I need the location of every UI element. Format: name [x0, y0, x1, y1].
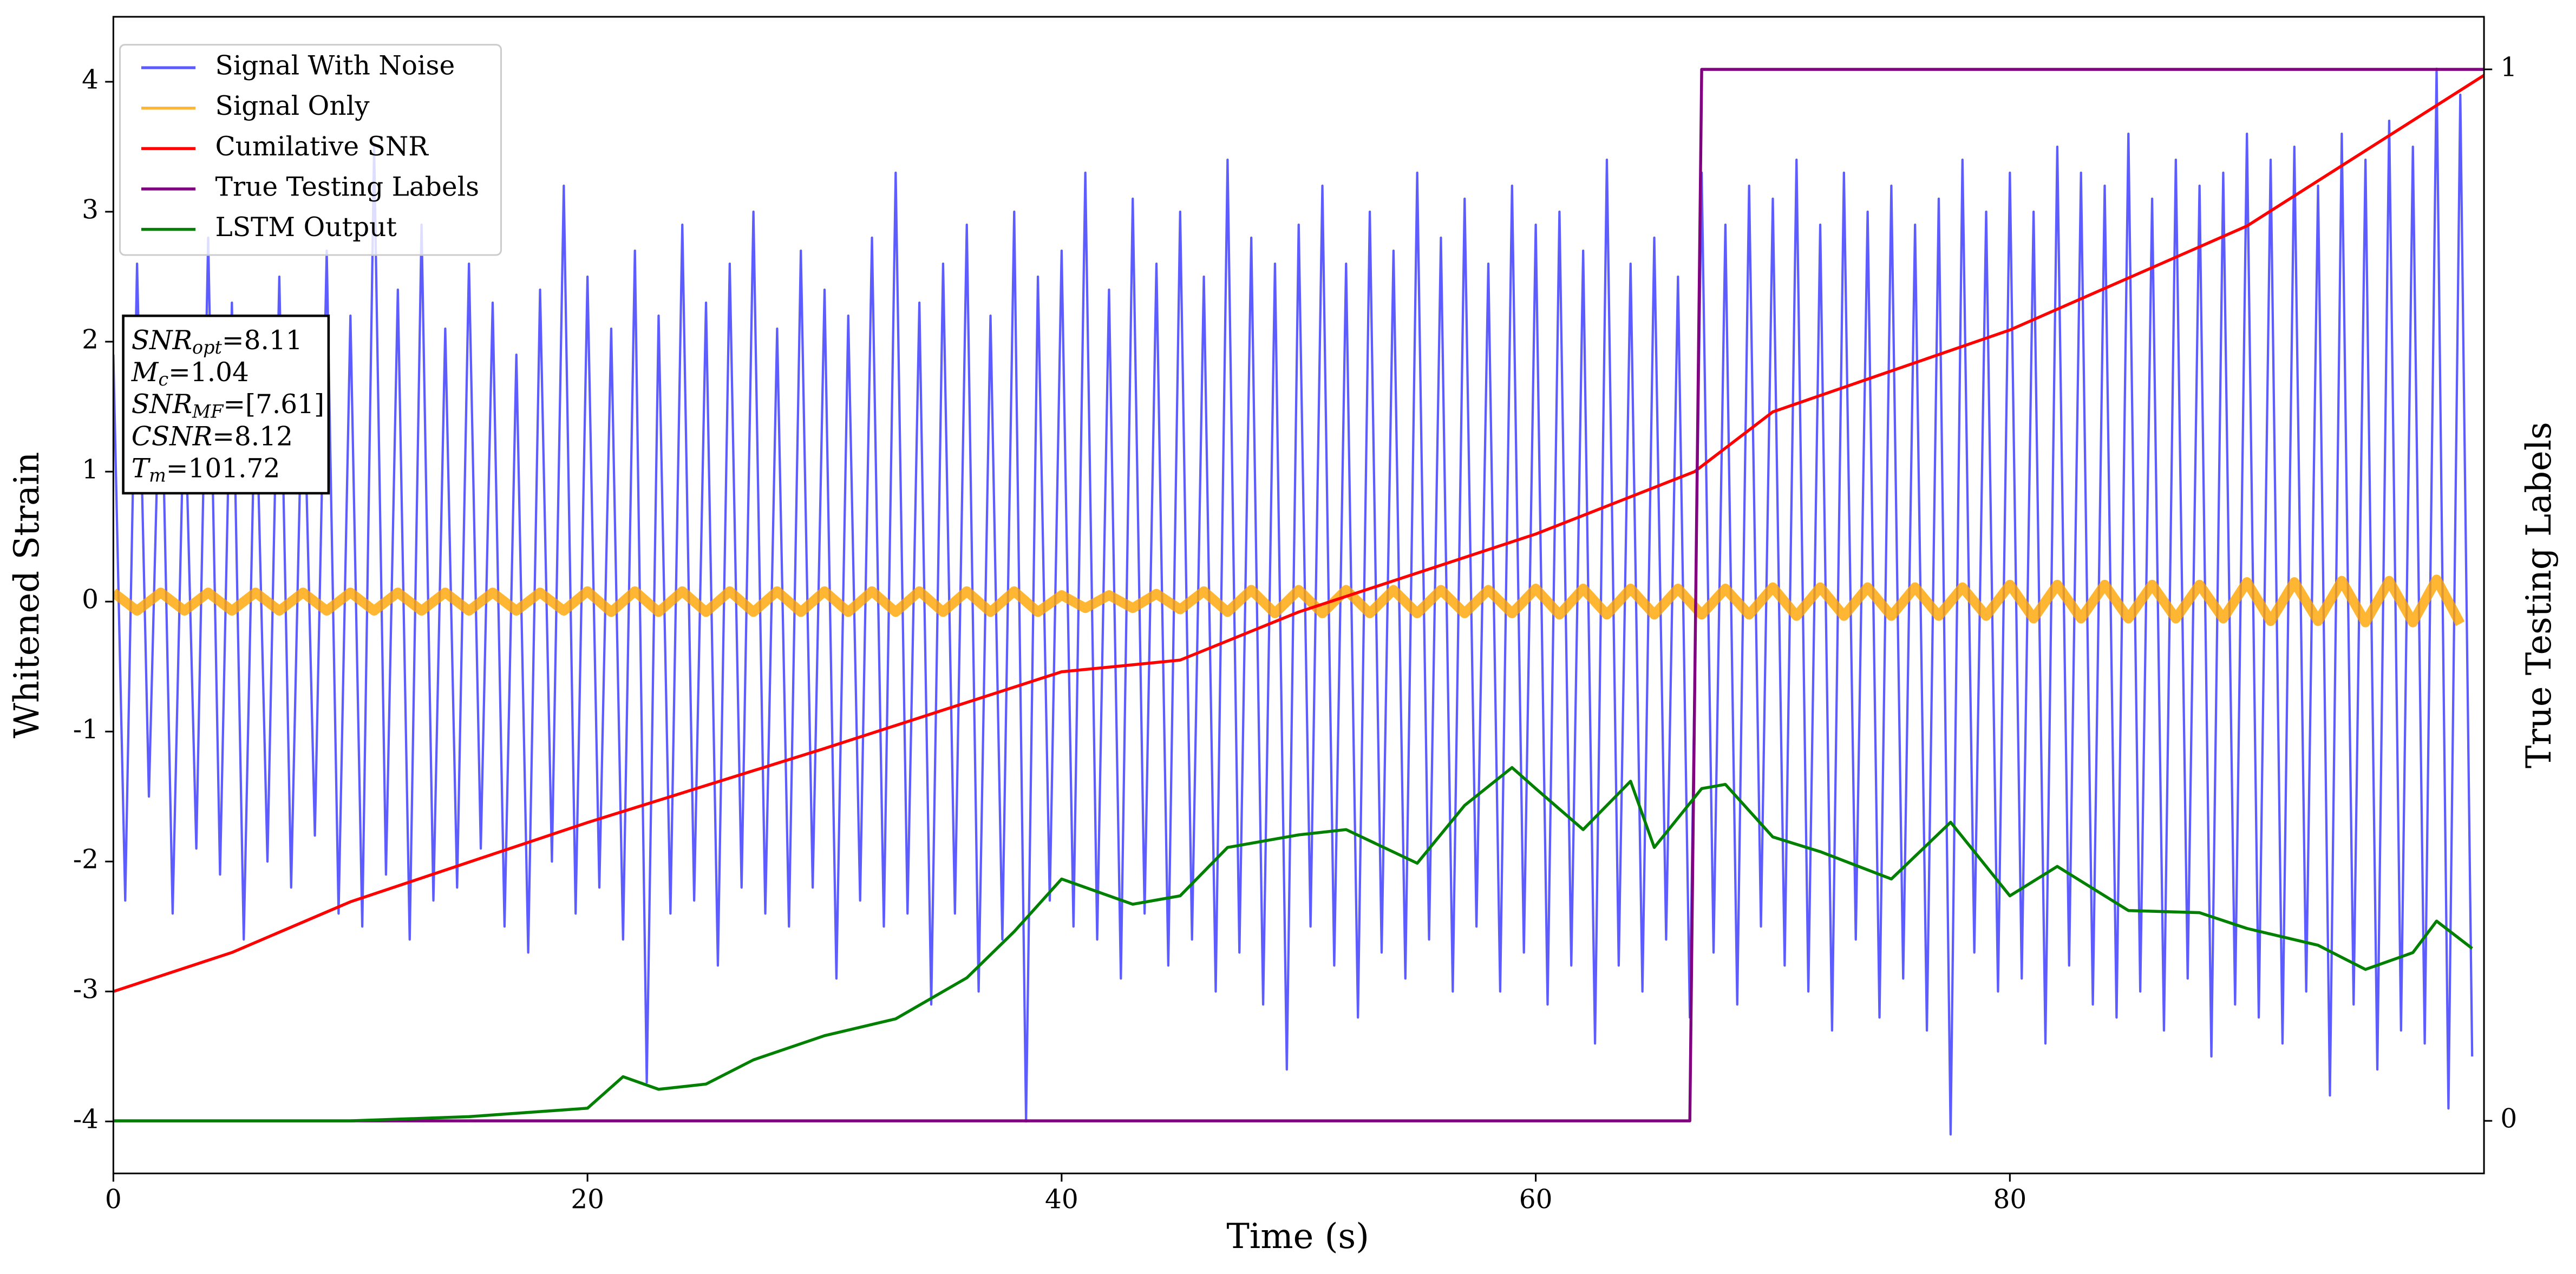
y2-axis-label: True Testing Labels [2519, 422, 2559, 768]
legend-label: LSTM Output [215, 212, 397, 243]
y-tick-label: -1 [73, 715, 99, 745]
legend-label: Signal With Noise [215, 51, 455, 81]
annotation-line: SNRopt=8.11 [132, 325, 303, 358]
annotation-value: =1.04 [168, 357, 249, 387]
annotation-symbol: CSNR [132, 421, 212, 452]
annotation-symbol: M [131, 357, 159, 387]
annotation-line: Mc=1.04 [131, 357, 249, 390]
annotation-line: Tm=101.72 [132, 453, 280, 486]
y-tick-label: 4 [82, 65, 99, 95]
y2-tick-label: 0 [2500, 1104, 2517, 1134]
y-tick-label: -4 [73, 1105, 99, 1135]
annotation-symbol: SNR [132, 389, 192, 420]
annotation-subscript: c [158, 369, 168, 390]
annotation-symbol: T [132, 453, 151, 484]
annotation-value: =8.12 [212, 421, 293, 452]
y-tick-label: 2 [82, 325, 99, 355]
annotation-subscript: m [149, 465, 166, 486]
annotation-subscript: MF [192, 401, 224, 422]
x-axis-label: Time (s) [1226, 1217, 1369, 1257]
series-line [113, 74, 2485, 993]
y2-tick-label: 1 [2500, 53, 2517, 83]
y-tick-label: -3 [73, 975, 99, 1005]
y-tick-label: -2 [73, 845, 99, 875]
y-axis-label: Whitened Strain [7, 452, 47, 739]
legend-box [119, 44, 502, 256]
y-tick-label: 1 [82, 455, 99, 485]
legend-label: Cumilative SNR [215, 132, 429, 162]
legend-label: True Testing Labels [215, 172, 480, 202]
series-line [113, 766, 2473, 1122]
y-tick-label: 3 [82, 195, 99, 225]
x-tick-label: 60 [1519, 1184, 1553, 1214]
annotation-line: CSNR=8.12 [132, 421, 293, 452]
x-tick-label: 20 [571, 1184, 604, 1214]
annotation-subscript: opt [192, 337, 222, 358]
series-line [113, 574, 2465, 628]
annotation-box [122, 314, 330, 495]
series-line [113, 68, 2485, 1122]
x-tick-label: 40 [1045, 1184, 1078, 1214]
x-tick-label: 0 [105, 1184, 122, 1214]
x-tick-label: 80 [1993, 1184, 2026, 1214]
annotation-value: =101.72 [166, 453, 280, 484]
annotation-value: =8.11 [222, 325, 303, 355]
annotation-symbol: SNR [132, 325, 192, 355]
plot-frame [112, 16, 2485, 1174]
series-line [113, 67, 2474, 1136]
legend-label: Signal Only [215, 91, 370, 121]
annotation-line: SNRMF=[7.61] [132, 389, 324, 422]
y-tick-label: 0 [82, 585, 99, 615]
annotation-value: =[7.61] [223, 389, 324, 420]
